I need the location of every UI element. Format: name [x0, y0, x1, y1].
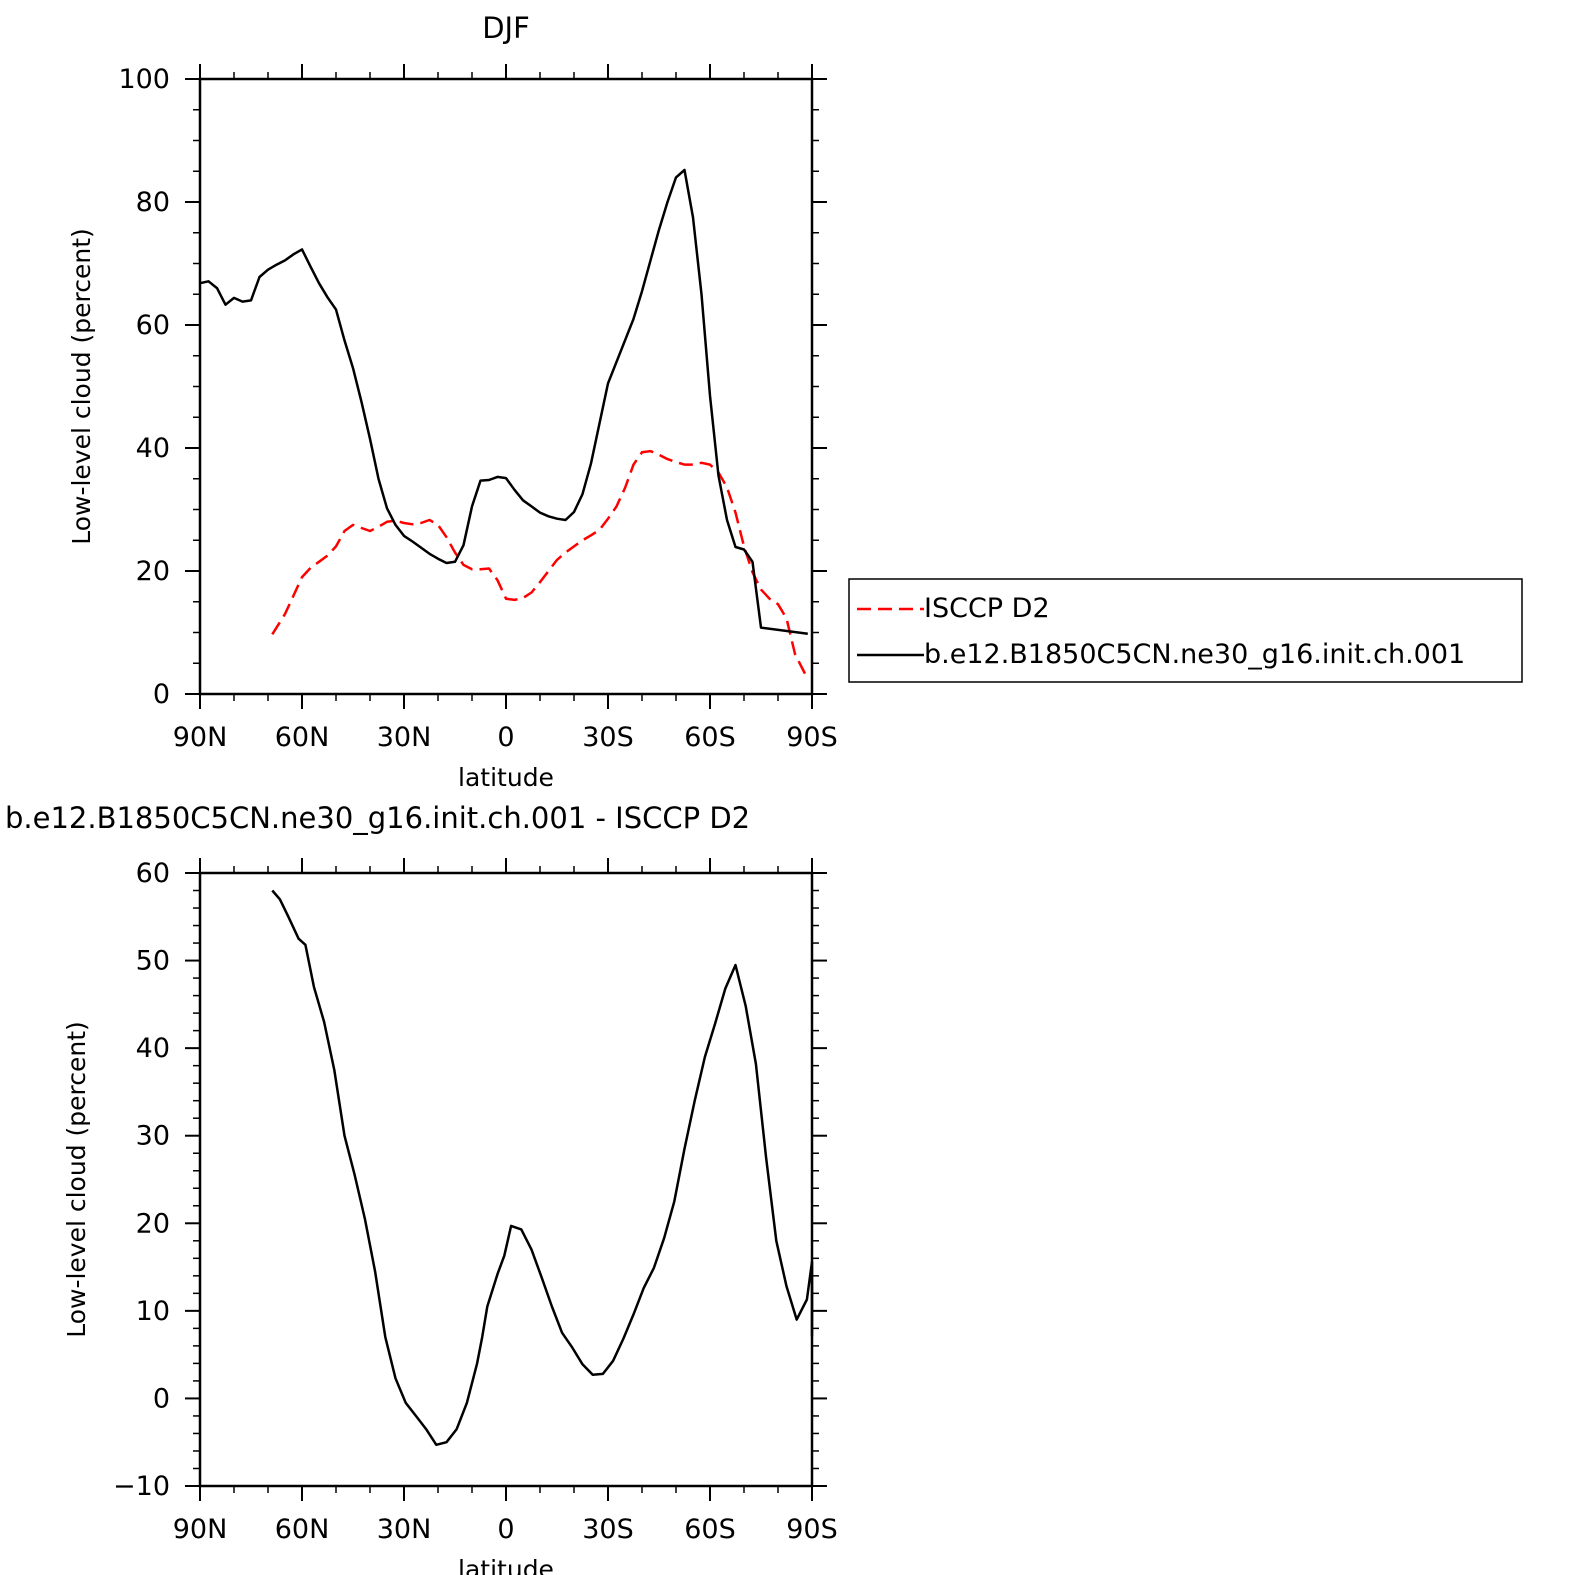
x-tick-label: 60S	[684, 722, 736, 753]
series-line-1	[271, 889, 814, 1447]
plot-frame	[198, 871, 814, 1488]
x-tick-label: 90N	[173, 722, 228, 753]
legend: ISCCP D2 b.e12.B1850C5CN.ne30_g16.init.c…	[848, 578, 1523, 683]
y-tick-label: 50	[136, 946, 170, 977]
series-line-1	[271, 449, 809, 680]
axis-ticks: 90N 60N 30N 0 30S 60S 90S −10 0 10 20 30 40 50 60	[113, 858, 838, 1545]
y-tick-label: 60	[136, 310, 170, 341]
chart-title: b.e12.B1850C5CN.ne30_g16.init.ch.001 - I…	[5, 801, 750, 835]
x-axis-label: latitude	[458, 1555, 554, 1575]
y-tick-label: 0	[153, 679, 170, 710]
y-tick-label: 80	[136, 187, 170, 218]
x-tick-label: 90S	[786, 722, 838, 753]
y-axis-label: Low-level cloud (percent)	[67, 228, 96, 545]
x-tick-label: 60N	[275, 1514, 330, 1545]
y-tick-label: 20	[136, 1208, 170, 1239]
legend-entry-model: b.e12.B1850C5CN.ne30_g16.init.ch.001	[924, 639, 1465, 670]
series-group	[199, 168, 809, 680]
y-tick-label: 20	[136, 556, 170, 587]
y-tick-label: 30	[136, 1121, 170, 1152]
y-tick-label: 40	[136, 1033, 170, 1064]
chart-title: DJF	[482, 11, 530, 45]
axis-ticks: 90N 60N 30N 0 30S 60S 90S 0 20 40 60 80 100	[118, 64, 838, 753]
series-line-2	[199, 168, 808, 635]
x-tick-label: 30N	[377, 722, 432, 753]
bottom-panel: b.e12.B1850C5CN.ne30_g16.init.ch.001 - I…	[5, 801, 838, 1575]
y-tick-label: −10	[113, 1471, 170, 1502]
x-tick-label: 60S	[684, 1514, 736, 1545]
x-tick-label: 90N	[173, 1514, 228, 1545]
y-tick-label: 10	[136, 1296, 170, 1327]
legend-box	[848, 578, 1523, 683]
y-tick-label: 100	[118, 64, 170, 95]
x-tick-label: 30S	[582, 722, 634, 753]
x-tick-label: 60N	[275, 722, 330, 753]
legend-entry-isccp: ISCCP D2	[924, 593, 1050, 624]
x-axis-label: latitude	[458, 763, 554, 792]
top-panel: DJF Low-level cloud (percent) latitude 9…	[67, 11, 1523, 792]
y-tick-label: 60	[136, 858, 170, 889]
plot-frame	[198, 77, 814, 696]
y-axis-label: Low-level cloud (percent)	[62, 1021, 91, 1338]
y-tick-label: 0	[153, 1383, 170, 1414]
x-tick-label: 30N	[377, 1514, 432, 1545]
x-tick-label: 0	[497, 722, 514, 753]
y-tick-label: 40	[136, 433, 170, 464]
x-tick-label: 30S	[582, 1514, 634, 1545]
x-tick-label: 0	[497, 1514, 514, 1545]
x-tick-label: 90S	[786, 1514, 838, 1545]
series-group	[271, 889, 814, 1447]
